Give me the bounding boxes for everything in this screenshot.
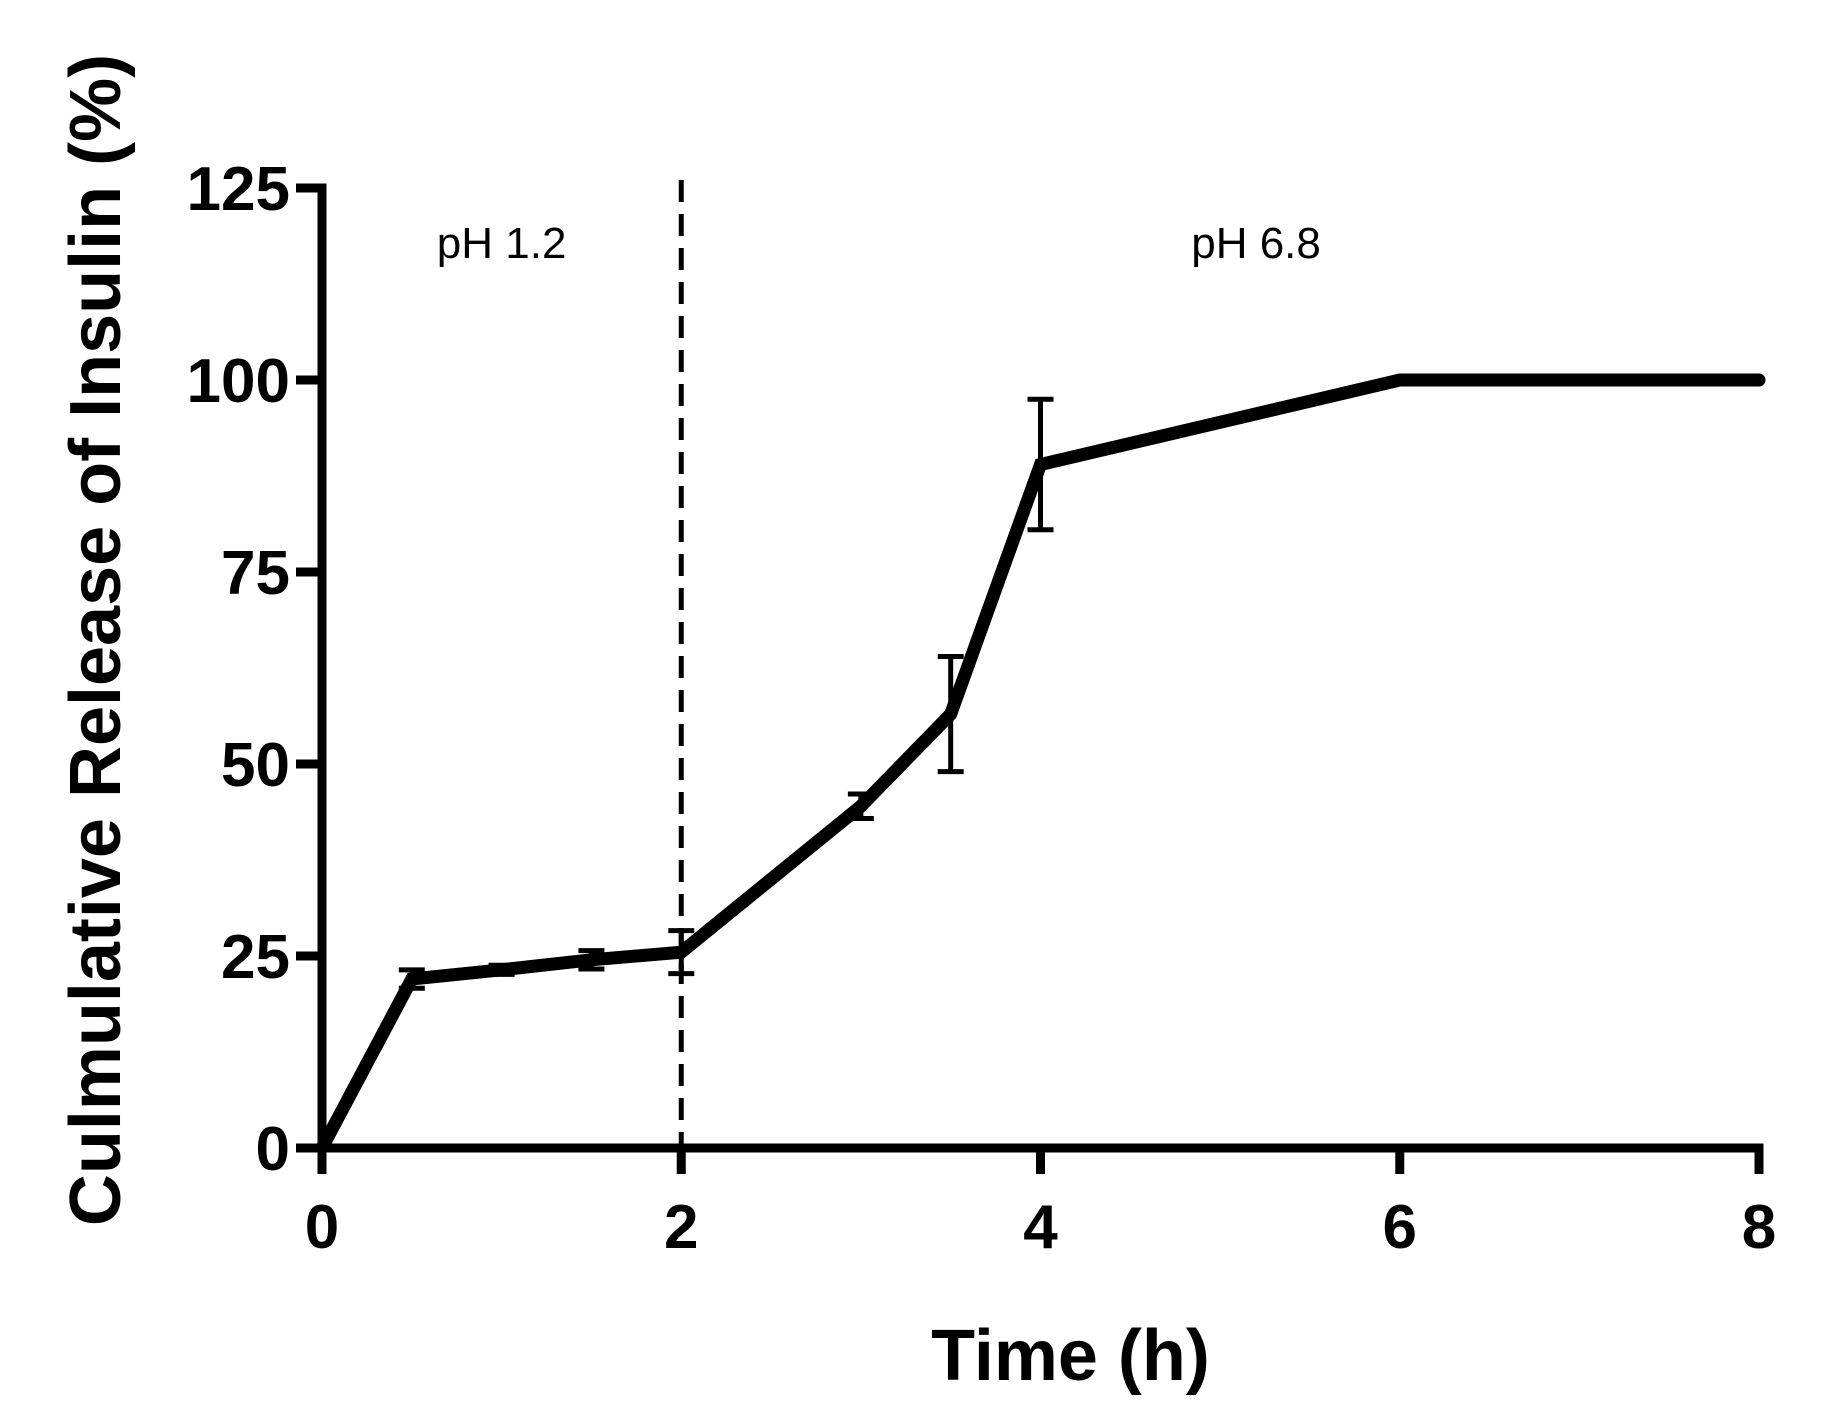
x-tick-label: 4	[1023, 1193, 1058, 1262]
y-tick-label: 100	[187, 347, 290, 416]
x-tick-label: 2	[664, 1193, 698, 1262]
x-tick-label: 8	[1742, 1193, 1776, 1262]
y-tick-label: 50	[221, 731, 290, 800]
x-tick-label: 6	[1383, 1193, 1417, 1262]
ph-annotation: pH 1.2	[437, 219, 567, 268]
y-axis-title: Culmulative Release of Insulin (%)	[56, 54, 136, 1226]
release-series-line	[315, 373, 1766, 1155]
x-tick-label: 0	[305, 1193, 339, 1262]
data-point	[1756, 377, 1762, 383]
ticks-group: 0 25 50 75 100 125 0 2 4 6 8	[187, 155, 1777, 1262]
x-axis-title: Time (h)	[931, 1316, 1210, 1396]
y-tick-label: 25	[221, 923, 290, 992]
data-point	[1396, 377, 1403, 383]
y-tick-label: 0	[256, 1115, 290, 1184]
y-tick-label: 125	[187, 155, 290, 224]
axes-group	[317, 183, 1764, 1153]
ph-annotation: pH 6.8	[1191, 219, 1321, 268]
annotations-group: pH 1.2 pH 6.8	[437, 219, 1321, 268]
data-point	[319, 1145, 325, 1151]
y-tick-label: 75	[221, 539, 290, 608]
error-bars-group	[398, 396, 1054, 991]
